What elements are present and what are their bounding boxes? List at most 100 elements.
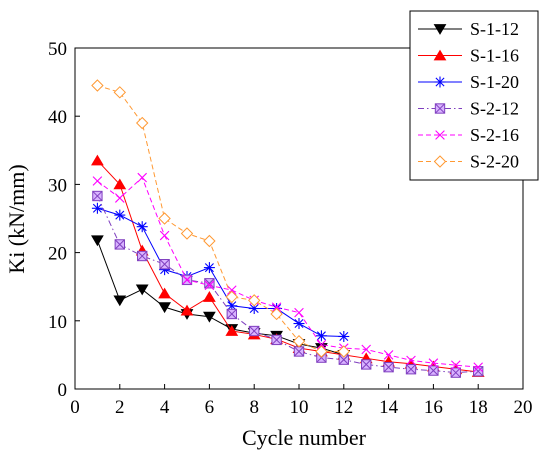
data-point xyxy=(315,330,327,342)
y-tick-label: 0 xyxy=(58,380,68,401)
data-point xyxy=(271,302,282,312)
data-point xyxy=(270,307,283,321)
legend-label: S-2-12 xyxy=(470,99,519,119)
data-point xyxy=(433,155,447,168)
data-point xyxy=(383,362,394,373)
y-tick-label: 20 xyxy=(48,244,67,265)
data-point xyxy=(361,344,371,355)
data-point xyxy=(113,178,127,190)
x-tick-label: 8 xyxy=(249,397,259,418)
data-point xyxy=(136,221,148,233)
data-point xyxy=(292,335,306,348)
x-tick-label: 20 xyxy=(514,397,533,418)
data-point xyxy=(114,239,125,250)
data-point xyxy=(294,307,304,318)
legend-label: S-1-12 xyxy=(470,19,519,39)
data-point xyxy=(135,116,149,130)
data-point xyxy=(226,308,237,320)
data-point xyxy=(473,366,484,377)
x-tick-label: 12 xyxy=(334,397,353,418)
series-S-2-16 xyxy=(92,172,483,372)
legend-item: S-1-12 xyxy=(418,19,519,39)
data-point xyxy=(433,24,447,35)
y-tick-label: 40 xyxy=(48,107,67,128)
x-tick-label: 0 xyxy=(70,397,80,418)
series-S-1-16 xyxy=(91,154,485,377)
data-point xyxy=(203,290,216,302)
legend-box xyxy=(409,10,539,181)
series-line xyxy=(96,195,479,374)
data-point xyxy=(227,285,237,295)
data-point xyxy=(114,209,126,221)
data-point xyxy=(428,365,439,376)
x-tick-label: 4 xyxy=(160,397,170,418)
x-tick-label: 2 xyxy=(115,397,125,418)
data-point xyxy=(249,325,260,337)
y-tick-label: 30 xyxy=(48,175,67,196)
series-S-2-12 xyxy=(92,190,484,378)
legend-label: S-1-16 xyxy=(470,46,519,66)
data-point xyxy=(337,345,351,358)
data-point xyxy=(92,190,103,202)
data-point xyxy=(204,278,215,289)
x-tick-label: 10 xyxy=(290,397,309,418)
data-point xyxy=(113,295,127,307)
data-point xyxy=(158,287,171,299)
series-line xyxy=(96,240,344,356)
data-point xyxy=(137,250,148,262)
legend-label: S-2-20 xyxy=(470,152,519,172)
x-tick-label: 14 xyxy=(379,397,399,418)
series-S-1-20 xyxy=(91,202,350,342)
data-point xyxy=(135,284,149,296)
y-axis-title: Ki (kN/mm) xyxy=(4,164,29,273)
data-point xyxy=(450,367,461,378)
data-point xyxy=(225,290,239,304)
series-line xyxy=(97,176,479,368)
data-point xyxy=(293,346,305,357)
series-line xyxy=(97,85,344,352)
data-point xyxy=(158,302,171,314)
data-point xyxy=(225,325,239,336)
y-tick-label: 50 xyxy=(48,39,67,60)
data-point xyxy=(159,230,170,241)
axes: 0 2 4 6 8 10 12 14 16 18 20 0 10 20 30 40 50 xyxy=(48,39,533,418)
legend-item: S-2-12 xyxy=(418,99,519,119)
data-point xyxy=(180,227,194,240)
series-S-2-20 xyxy=(91,79,351,358)
data-point xyxy=(271,334,282,346)
data-point xyxy=(434,103,446,114)
series-S-1-12 xyxy=(91,235,351,361)
legend: S-1-12 S-1-16 S-1-20 S-2-12 S-2-16 S-2-20 xyxy=(409,10,539,181)
x-tick-label: 6 xyxy=(205,397,215,418)
data-point xyxy=(406,355,416,366)
legend-item: S-1-16 xyxy=(418,46,519,66)
legend-label: S-2-16 xyxy=(470,125,519,145)
series-layer xyxy=(91,79,485,378)
data-point xyxy=(91,154,104,166)
data-point xyxy=(180,304,194,316)
series-line xyxy=(97,207,344,337)
data-point xyxy=(405,364,417,375)
data-point xyxy=(338,330,350,342)
x-axis-title: Cycle number xyxy=(242,425,367,450)
data-point xyxy=(428,358,439,368)
data-point xyxy=(91,235,104,247)
data-point xyxy=(182,275,192,285)
data-point xyxy=(434,76,446,88)
data-point xyxy=(204,280,215,291)
data-point xyxy=(203,234,216,248)
data-point xyxy=(115,193,125,203)
data-point xyxy=(433,49,447,61)
data-point xyxy=(383,350,394,360)
data-point xyxy=(247,294,261,307)
legend-item: S-1-20 xyxy=(418,72,519,92)
data-point xyxy=(113,86,127,99)
data-point xyxy=(91,202,103,214)
data-point xyxy=(315,345,328,358)
data-point xyxy=(158,212,171,225)
data-point xyxy=(137,172,147,183)
data-point xyxy=(159,259,170,270)
data-point xyxy=(316,339,327,350)
legend-item: S-2-20 xyxy=(418,152,519,172)
